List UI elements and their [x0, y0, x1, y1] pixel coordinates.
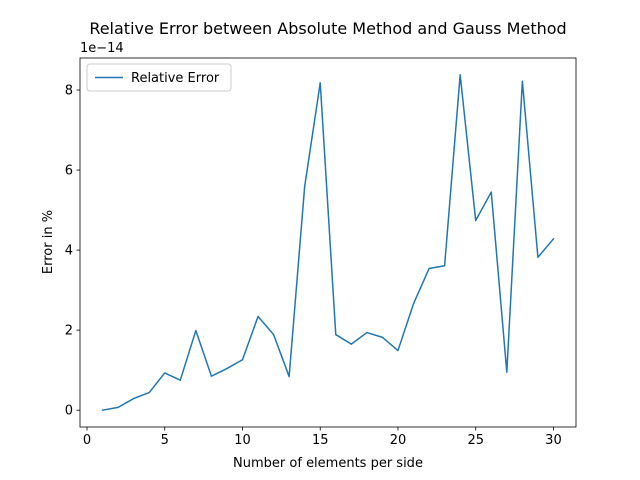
x-tick-label: 10: [234, 433, 251, 448]
plot-area: 0 5 10 15 20 25 30 0 2 4 6 8 Relative Error: [65, 57, 577, 448]
y-tick-label: 6: [65, 164, 73, 179]
x-tick-label: 5: [161, 433, 169, 448]
x-tick-label: 0: [83, 433, 91, 448]
legend-box: [86, 63, 232, 92]
y-tick-label: 0: [65, 404, 73, 419]
y-tick-label: 4: [65, 244, 73, 259]
legend-label: Relative Error: [131, 71, 220, 86]
x-tick-label: 25: [467, 433, 484, 448]
y-axis-label: Error in %: [41, 210, 56, 274]
x-axis-label: Number of elements per side: [233, 456, 423, 471]
chart-title: Relative Error between Absolute Method a…: [89, 19, 566, 38]
x-tick-label: 15: [312, 433, 329, 448]
y-axis-offset-label: 1e−14: [80, 41, 124, 56]
series-line-1: [101, 74, 555, 412]
x-tick-label: 20: [390, 433, 407, 448]
y-tick-label: 2: [65, 324, 73, 339]
y-tick-label: 8: [65, 84, 73, 99]
axes-frame: [79, 57, 577, 428]
x-tick-label: 30: [545, 433, 562, 448]
